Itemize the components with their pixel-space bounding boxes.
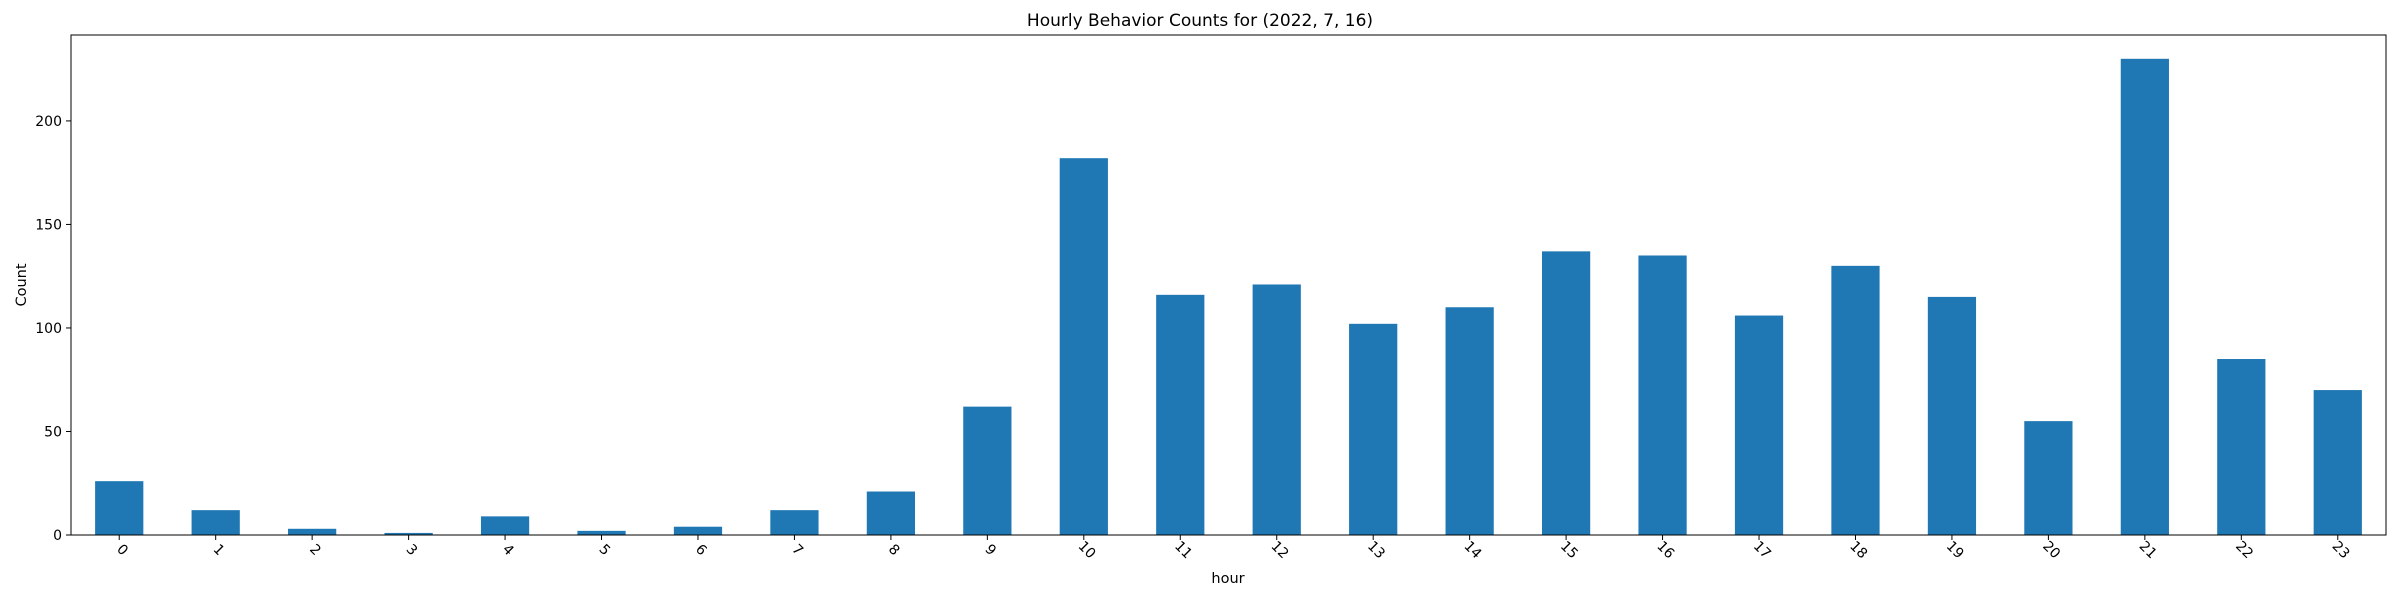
bar-hour-13 [1349, 323, 1398, 535]
bar-hour-11 [1156, 294, 1205, 535]
chart-title: Hourly Behavior Counts for (2022, 7, 16) [1027, 11, 1373, 31]
bar-hour-12 [1252, 284, 1301, 535]
bar-hour-23 [2313, 390, 2362, 535]
bar-hour-22 [2217, 359, 2266, 535]
bar-hour-3 [384, 532, 433, 535]
bar-hour-17 [1734, 315, 1784, 535]
bars-group [95, 58, 2362, 536]
bar-hour-6 [673, 526, 723, 535]
bar-hour-0 [95, 481, 144, 535]
bar-hour-8 [866, 491, 916, 535]
y-axis-label: Count [14, 263, 30, 306]
bar-hour-5 [577, 530, 626, 535]
plot-frame [70, 34, 2387, 536]
bar-hour-7 [770, 510, 819, 535]
bar-hour-4 [480, 516, 530, 535]
y-ticks-group: 0 50 100 150 200 [35, 114, 71, 544]
y-tick-label: 0 [53, 528, 62, 544]
y-tick-label: 200 [35, 114, 62, 130]
bar-hour-10 [1059, 158, 1108, 535]
x-axis-label: hour [1211, 571, 1244, 587]
bar-hour-14 [1445, 307, 1494, 535]
bar-hour-2 [288, 528, 337, 535]
y-tick-label: 100 [35, 321, 62, 337]
bar-hour-15 [1541, 251, 1591, 535]
bar-hour-18 [1831, 265, 1880, 535]
bar-hour-16 [1638, 255, 1687, 535]
y-tick-label: 150 [35, 217, 62, 233]
bar-hour-1 [191, 510, 240, 535]
bar-hour-19 [1927, 296, 1977, 535]
y-tick-label: 50 [44, 424, 62, 440]
bar-hour-9 [963, 406, 1012, 535]
bar-hour-20 [2024, 421, 2073, 535]
bar-hour-21 [2120, 58, 2169, 536]
